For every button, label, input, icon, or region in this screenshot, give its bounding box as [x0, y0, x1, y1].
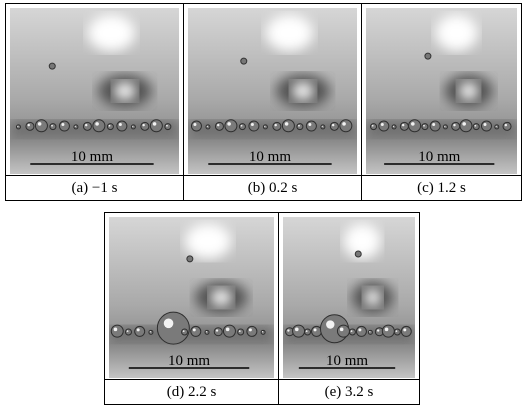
photo: 10 mm — [10, 8, 179, 174]
photo: 10 mm — [109, 217, 274, 378]
panel-caption: (d) 2.2 s — [105, 379, 278, 404]
scale-label: 10 mm — [418, 149, 460, 165]
scale-label: 10 mm — [168, 353, 210, 369]
photo: 10 mm — [283, 217, 415, 378]
scale-label: 10 mm — [249, 149, 291, 165]
figure-panel: 10 mm (e) 3.2 s — [278, 212, 420, 405]
scale-label: 10 mm — [71, 149, 113, 165]
photo: 10 mm — [366, 8, 517, 174]
figure-panel: 10 mm (c) 1.2 s — [361, 3, 522, 201]
photo: 10 mm — [188, 8, 357, 174]
scale-label: 10 mm — [326, 353, 368, 369]
panel-caption: (e) 3.2 s — [279, 379, 419, 404]
figure-panel: 10 mm (a) −1 s — [5, 3, 184, 201]
figure-panel: 10 mm (b) 0.2 s — [183, 3, 362, 201]
figure: 10 mm (a) −1 s 10 mm (b) 0.2 s 10 mm (c) 1.2 … — [0, 0, 527, 406]
panel-caption: (c) 1.2 s — [362, 175, 521, 200]
panel-caption: (a) −1 s — [6, 175, 183, 200]
figure-panel: 10 mm (d) 2.2 s — [104, 212, 279, 405]
panel-caption: (b) 0.2 s — [184, 175, 361, 200]
